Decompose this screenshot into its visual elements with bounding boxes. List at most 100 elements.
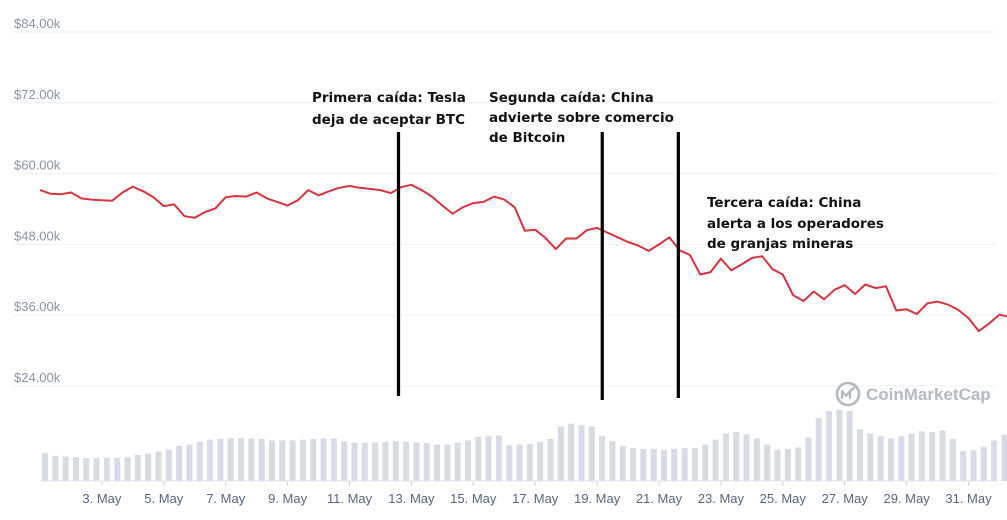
x-tick-label: 5. May <box>144 491 184 506</box>
volume-bar <box>650 448 657 481</box>
volume-bar <box>176 446 183 481</box>
volume-bar <box>547 439 554 481</box>
volume-bar <box>887 438 894 481</box>
volume-bar <box>918 431 925 481</box>
volume-bar <box>774 449 781 481</box>
volume-bar <box>702 444 709 481</box>
volume-bar <box>929 432 936 481</box>
annotation-2-line-2: advierte sobre comercio <box>489 110 674 126</box>
y-axis-ticks: $24.00k $36.00k $48.00k $60.00k $72.00k $84.0… <box>14 16 61 385</box>
y-tick-label: $60.00k <box>14 158 61 173</box>
volume-bar <box>630 448 637 481</box>
volume-bar <box>661 450 667 481</box>
volume-bar <box>867 433 874 481</box>
coinmarketcap-logo-icon <box>835 381 861 407</box>
volume-bar <box>207 439 214 481</box>
volume-bar <box>341 441 348 481</box>
volume-bar <box>671 448 678 481</box>
x-tick-label: 15. May <box>450 491 497 506</box>
price-series <box>39 183 1007 333</box>
volume-bar <box>857 429 864 481</box>
volume-bar <box>52 455 59 481</box>
volume-bar <box>475 436 482 481</box>
volume-bar <box>413 442 420 481</box>
annotation-2-line-1: Segunda caída: China <box>489 90 654 106</box>
annotation-1-line-2: deja de aceptar BTC <box>312 112 465 128</box>
volume-bar <box>898 436 905 481</box>
y-tick-label: $24.00k <box>14 370 61 385</box>
volume-bar <box>846 411 853 481</box>
volume-bar <box>330 438 337 481</box>
x-tick-label: 9. May <box>268 491 308 506</box>
y-tick-label: $48.00k <box>14 228 61 243</box>
volume-bar <box>238 438 245 481</box>
volume-bar <box>310 439 317 481</box>
volume-bars <box>42 409 1007 481</box>
x-tick-label: 11. May <box>327 491 373 506</box>
x-tick-label: 19. May <box>574 491 621 506</box>
price-line <box>39 183 1007 333</box>
volume-bar <box>103 457 110 481</box>
volume-bar <box>691 448 698 481</box>
x-tick-label: 29. May <box>883 491 930 506</box>
volume-bar <box>72 457 79 481</box>
volume-bar <box>949 439 956 481</box>
volume-bar <box>165 449 172 481</box>
volume-bar <box>444 444 451 481</box>
volume-bar <box>155 451 162 481</box>
volume-bar <box>248 438 255 481</box>
volume-bar <box>299 439 306 481</box>
grid-lines <box>12 31 997 387</box>
volume-bar <box>124 457 131 481</box>
annotation-3-line-2: alerta a los operadores <box>707 216 884 232</box>
x-tick-label: 31. May <box>945 491 992 506</box>
volume-bar <box>526 443 533 481</box>
volume-bar <box>1001 434 1007 481</box>
volume-bar <box>145 453 152 481</box>
volume-bar <box>516 444 523 481</box>
volume-bar <box>93 457 100 481</box>
volume-bar <box>423 443 430 481</box>
volume-bar <box>506 445 513 481</box>
volume-bar <box>815 418 822 481</box>
volume-bar <box>681 448 688 481</box>
event-markers <box>396 132 680 400</box>
volume-bar <box>372 442 379 481</box>
x-tick-label: 13. May <box>388 491 435 506</box>
volume-bar <box>454 442 461 481</box>
volume-bar <box>227 438 234 481</box>
volume-bar <box>268 440 275 481</box>
watermark-text: CoinMarketCap <box>866 385 991 404</box>
volume-bar <box>83 457 90 481</box>
annotation-2-line-3: de Bitcoin <box>489 130 565 146</box>
volume-bar <box>578 425 585 481</box>
volume-bar <box>877 436 884 481</box>
volume-bar <box>485 436 492 481</box>
volume-bar <box>361 442 368 481</box>
annotation-3-line-1: Tercera caída: China <box>707 195 861 211</box>
volume-bar <box>495 435 502 481</box>
volume-bar <box>434 444 441 481</box>
volume-bar <box>753 438 760 481</box>
volume-bar <box>784 448 791 481</box>
volume-bar <box>764 444 771 481</box>
volume-bar <box>960 450 967 481</box>
volume-bar <box>186 444 193 481</box>
volume-bar <box>733 432 740 481</box>
volume-bar <box>805 437 812 481</box>
volume-bar <box>320 438 327 481</box>
volume-bar <box>134 455 141 481</box>
volume-bar <box>970 450 977 481</box>
x-tick-label: 17. May <box>512 491 559 506</box>
volume-bar <box>826 411 833 481</box>
volume-bar <box>403 441 410 481</box>
volume-bar <box>217 439 224 481</box>
volume-bar <box>722 433 729 481</box>
annotation-3-line-3: de granjas mineras <box>707 236 853 252</box>
volume-bar <box>114 457 121 481</box>
volume-bar <box>392 441 399 481</box>
volume-bar <box>836 409 843 481</box>
volume-bar <box>289 440 296 481</box>
volume-bar <box>599 436 606 481</box>
